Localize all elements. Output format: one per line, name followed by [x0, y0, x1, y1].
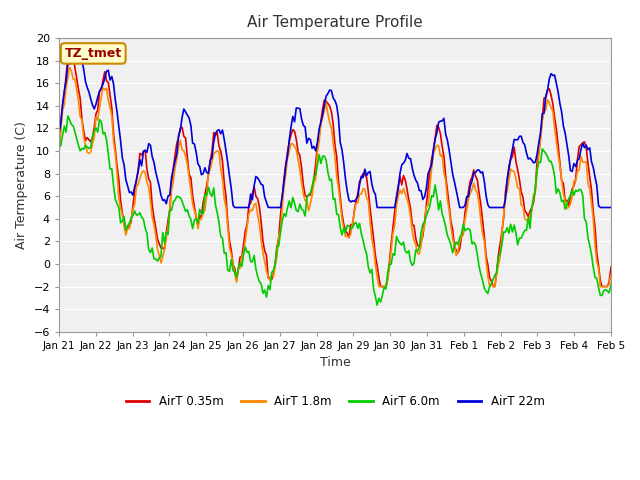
AirT 6.0m — [187, 216, 195, 222]
Legend: AirT 0.35m, AirT 1.8m, AirT 6.0m, AirT 22m: AirT 0.35m, AirT 1.8m, AirT 6.0m, AirT 2… — [121, 390, 549, 413]
AirT 1.8m — [55, 147, 63, 153]
Title: Air Temperature Profile: Air Temperature Profile — [247, 15, 423, 30]
Line: AirT 0.35m: AirT 0.35m — [59, 53, 640, 287]
Line: AirT 1.8m: AirT 1.8m — [59, 67, 640, 287]
AirT 6.0m — [233, 275, 241, 280]
AirT 6.0m — [64, 113, 72, 119]
AirT 1.8m — [233, 279, 241, 285]
AirT 0.35m — [547, 92, 555, 98]
AirT 22m — [234, 204, 242, 210]
AirT 1.8m — [547, 105, 555, 110]
AirT 22m — [62, 78, 70, 84]
AirT 6.0m — [387, 261, 395, 267]
AirT 0.35m — [233, 277, 241, 283]
AirT 1.8m — [62, 84, 70, 90]
AirT 22m — [66, 58, 74, 63]
AirT 22m — [55, 130, 63, 136]
AirT 6.0m — [545, 158, 553, 164]
Y-axis label: Air Termperature (C): Air Termperature (C) — [15, 121, 28, 249]
AirT 1.8m — [187, 187, 195, 193]
AirT 22m — [389, 204, 397, 210]
AirT 6.0m — [55, 145, 63, 151]
AirT 0.35m — [377, 284, 385, 289]
AirT 0.35m — [69, 50, 77, 56]
AirT 22m — [547, 71, 555, 76]
AirT 0.35m — [187, 175, 195, 180]
AirT 22m — [187, 122, 195, 128]
AirT 1.8m — [375, 284, 383, 289]
AirT 1.8m — [66, 64, 74, 70]
AirT 0.35m — [55, 146, 63, 152]
Line: AirT 22m: AirT 22m — [59, 60, 640, 207]
AirT 6.0m — [630, 316, 637, 322]
AirT 22m — [540, 110, 548, 116]
Line: AirT 6.0m: AirT 6.0m — [59, 116, 640, 319]
Text: TZ_tmet: TZ_tmet — [65, 47, 122, 60]
AirT 6.0m — [62, 129, 70, 135]
AirT 6.0m — [538, 146, 546, 152]
AirT 0.35m — [62, 73, 70, 79]
AirT 0.35m — [540, 95, 548, 101]
AirT 1.8m — [389, 231, 397, 237]
AirT 1.8m — [540, 109, 548, 115]
AirT 0.35m — [389, 225, 397, 230]
AirT 22m — [231, 204, 239, 210]
X-axis label: Time: Time — [319, 356, 350, 369]
